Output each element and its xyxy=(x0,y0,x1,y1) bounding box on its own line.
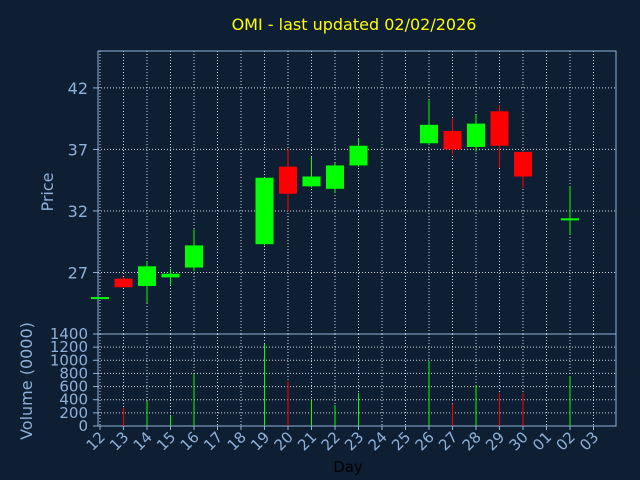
candle-body xyxy=(349,145,368,166)
x-tick-label: 22 xyxy=(318,428,344,454)
x-tick-label: 24 xyxy=(365,428,391,454)
price-y-ticks: 27 32 37 42 xyxy=(68,79,98,282)
candle-14 xyxy=(138,261,156,304)
price-tick-label: 37 xyxy=(68,140,88,159)
volume-tick-label: 0 xyxy=(78,417,88,435)
volume-axis-label: Volume (0000) xyxy=(17,322,36,440)
candle-15 xyxy=(161,268,180,285)
candle-19 xyxy=(255,177,274,246)
volume-bars xyxy=(123,343,571,426)
x-tick-label: 13 xyxy=(106,428,132,454)
candle-body xyxy=(326,165,344,189)
candle-body xyxy=(185,245,203,268)
candle-body xyxy=(279,166,297,194)
price-tick-label: 27 xyxy=(68,263,88,282)
candle-body xyxy=(490,111,509,146)
candle-23 xyxy=(349,138,368,167)
candle-body xyxy=(443,130,462,150)
x-tick-label: 16 xyxy=(177,428,203,454)
candle-body xyxy=(467,123,485,147)
x-axis-label: Day xyxy=(333,458,363,476)
x-tick-label: 15 xyxy=(153,428,179,454)
candle-body xyxy=(302,176,321,187)
candle-22 xyxy=(326,162,344,193)
x-tick-label: 17 xyxy=(200,428,226,454)
candle-26 xyxy=(420,100,438,145)
x-tick-label: 23 xyxy=(341,428,367,454)
x-tick-label: 28 xyxy=(459,428,485,454)
x-tick-label: 02 xyxy=(553,428,579,454)
volume-tick-label: 600 xyxy=(59,378,88,396)
volume-grid xyxy=(98,334,616,426)
candle-28 xyxy=(467,114,485,152)
candle-body xyxy=(91,297,109,300)
chart-title: OMI - last updated 02/02/2026 xyxy=(232,15,477,34)
volume-tick-label: 200 xyxy=(59,404,88,422)
candles xyxy=(91,100,579,304)
candle-02 xyxy=(561,186,579,235)
x-tick-label: 01 xyxy=(529,428,555,454)
candle-16 xyxy=(185,229,203,272)
candle-12 xyxy=(91,297,109,300)
candle-30 xyxy=(514,151,532,188)
volume-plot-frame xyxy=(97,333,617,427)
candle-body xyxy=(514,151,532,177)
price-axis-label: Price xyxy=(38,172,57,211)
volume-tick-label: 800 xyxy=(59,364,88,382)
x-tick-label: 29 xyxy=(482,428,508,454)
price-grid xyxy=(98,51,616,334)
price-tick-label: 32 xyxy=(68,202,88,221)
candle-27 xyxy=(443,118,462,155)
x-tick-label: 14 xyxy=(130,428,156,454)
x-tick-label: 25 xyxy=(388,428,414,454)
volume-tick-label: 1400 xyxy=(50,325,88,343)
candle-13 xyxy=(114,277,133,288)
volume-tick-label: 1200 xyxy=(50,338,88,356)
x-tick-label: 21 xyxy=(294,428,320,454)
x-tick-label: 26 xyxy=(412,428,438,454)
x-tick-label: 27 xyxy=(435,428,461,454)
price-plot-frame xyxy=(97,50,617,335)
candle-body xyxy=(161,273,180,278)
candle-21 xyxy=(302,156,321,188)
candle-body xyxy=(138,266,156,287)
candle-body xyxy=(420,124,438,144)
x-tick-label: 20 xyxy=(271,428,297,454)
x-tick-label: 18 xyxy=(224,428,250,454)
x-ticks: 1213141516171819202122232425262728293001… xyxy=(83,426,602,454)
price-tick-label: 42 xyxy=(68,79,88,98)
x-tick-label: 03 xyxy=(576,428,602,454)
candle-body xyxy=(561,218,579,221)
candle-body xyxy=(255,177,274,245)
x-tick-label: 30 xyxy=(506,428,532,454)
candle-20 xyxy=(279,149,297,211)
x-tick-label: 19 xyxy=(247,428,273,454)
candle-body xyxy=(114,278,133,288)
candle-29 xyxy=(490,105,509,168)
volume-tick-label: 1000 xyxy=(50,351,88,369)
volume-tick-label: 400 xyxy=(59,391,88,409)
